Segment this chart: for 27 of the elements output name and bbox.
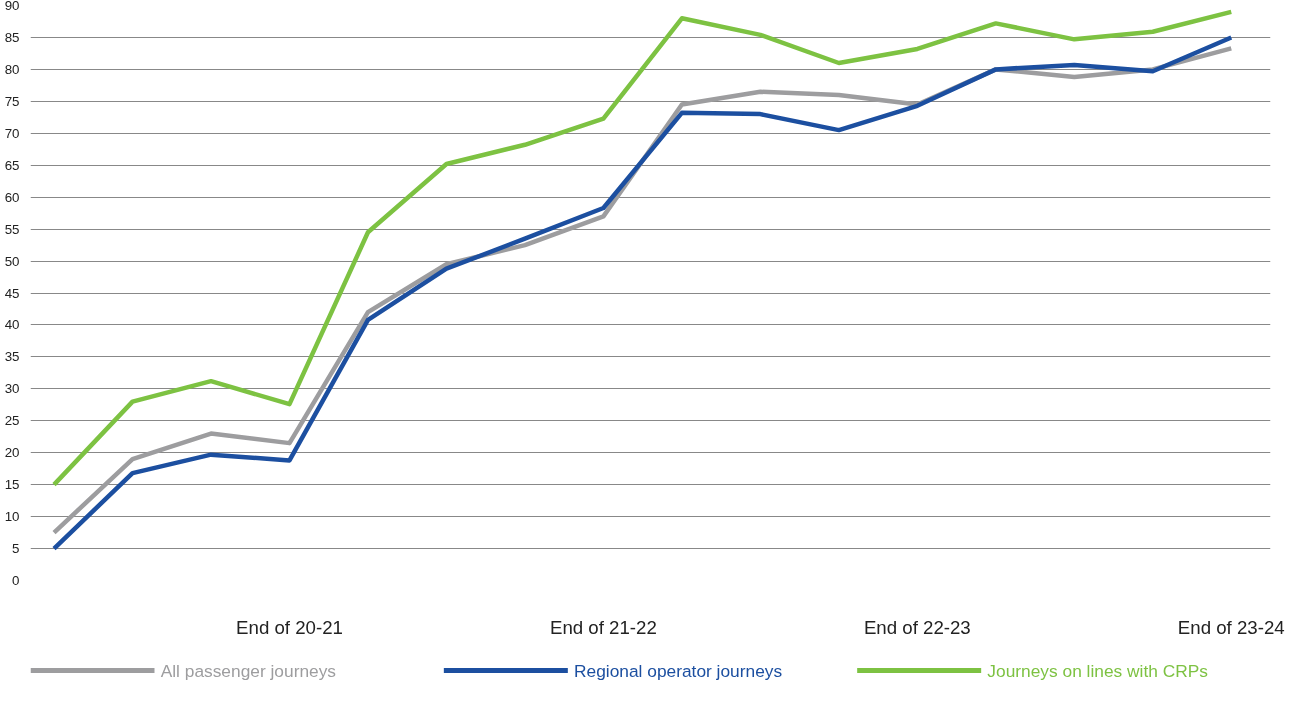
line-series [51, 9, 1234, 487]
text: Regional operator journeys [574, 660, 783, 681]
y-tick-label: 60 [4, 189, 20, 205]
y-tick-label: 45 [4, 285, 20, 301]
y-tick-label: 65 [4, 157, 20, 173]
y-tick-label: 90 [4, 0, 20, 13]
y-tick-label: 20 [4, 445, 20, 461]
x-tick-label: End of 21-22 [549, 616, 657, 638]
x-tick-label: End of 23-24 [1177, 616, 1285, 638]
x-tick-label: End of 20-21 [236, 616, 343, 638]
y-tick-label: 0 [12, 573, 20, 588]
y-tick-label: 35 [4, 349, 20, 365]
text: Journeys on lines with CRPs [987, 660, 1209, 681]
y-tick-label: 80 [4, 61, 20, 77]
y-tick-label: 30 [4, 381, 20, 397]
y-tick-label: 5 [12, 541, 20, 557]
y-tick-label: 40 [4, 317, 20, 333]
x-tick-label: End of 22-23 [863, 616, 971, 638]
y-tick-label: 70 [4, 125, 20, 141]
y-tick-label: 55 [4, 221, 20, 237]
y-tick-label: 25 [4, 413, 20, 429]
y-tick-label: 50 [4, 253, 20, 269]
y-tick-label: 75 [4, 93, 20, 109]
y-tick-label: 10 [4, 509, 20, 525]
text: All passenger journeys [160, 660, 337, 681]
y-tick-label: 15 [4, 477, 20, 493]
y-tick-label: 85 [4, 29, 20, 45]
